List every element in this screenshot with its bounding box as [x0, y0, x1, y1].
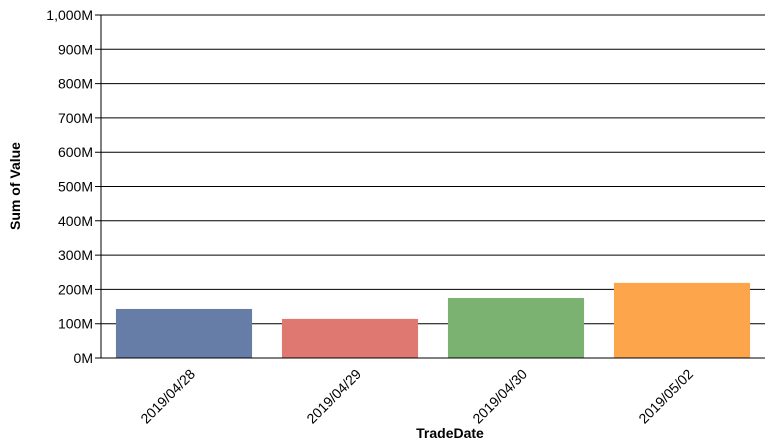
y-tick-label: 600M — [58, 144, 93, 160]
x-axis-title: TradeDate — [416, 425, 484, 441]
bar-2019-04-28 — [115, 308, 253, 358]
bar-2019-04-30 — [447, 297, 585, 358]
y-tick-label: 200M — [58, 281, 93, 297]
y-tick-label: 300M — [58, 247, 93, 263]
y-tick-label: 800M — [58, 76, 93, 92]
y-tick-label: 1,000M — [46, 7, 93, 23]
y-tick-label: 400M — [58, 213, 93, 229]
bar-2019-04-29 — [281, 318, 419, 358]
y-axis-ticks: 0M 100M 200M 300M 400M 500M 600M 700M 800M 900M 1,… — [46, 7, 93, 366]
y-tick-label: 0M — [74, 350, 93, 366]
y-tick-label: 500M — [58, 179, 93, 195]
x-tick-label: 2019/04/30 — [469, 366, 530, 427]
x-tick-label: 2019/04/29 — [303, 366, 364, 427]
x-axis-ticks: 2019/04/28 2019/04/29 2019/04/30 2019/05/02 — [137, 366, 696, 427]
bars — [115, 282, 751, 358]
y-tick-label: 700M — [58, 110, 93, 126]
y-tick-label: 900M — [58, 41, 93, 57]
y-tick-label: 100M — [58, 316, 93, 332]
x-tick-label: 2019/04/28 — [137, 366, 198, 427]
y-axis-title: Sum of Value — [7, 142, 23, 230]
bar-2019-05-02 — [613, 282, 751, 358]
x-tick-label: 2019/05/02 — [635, 366, 696, 427]
